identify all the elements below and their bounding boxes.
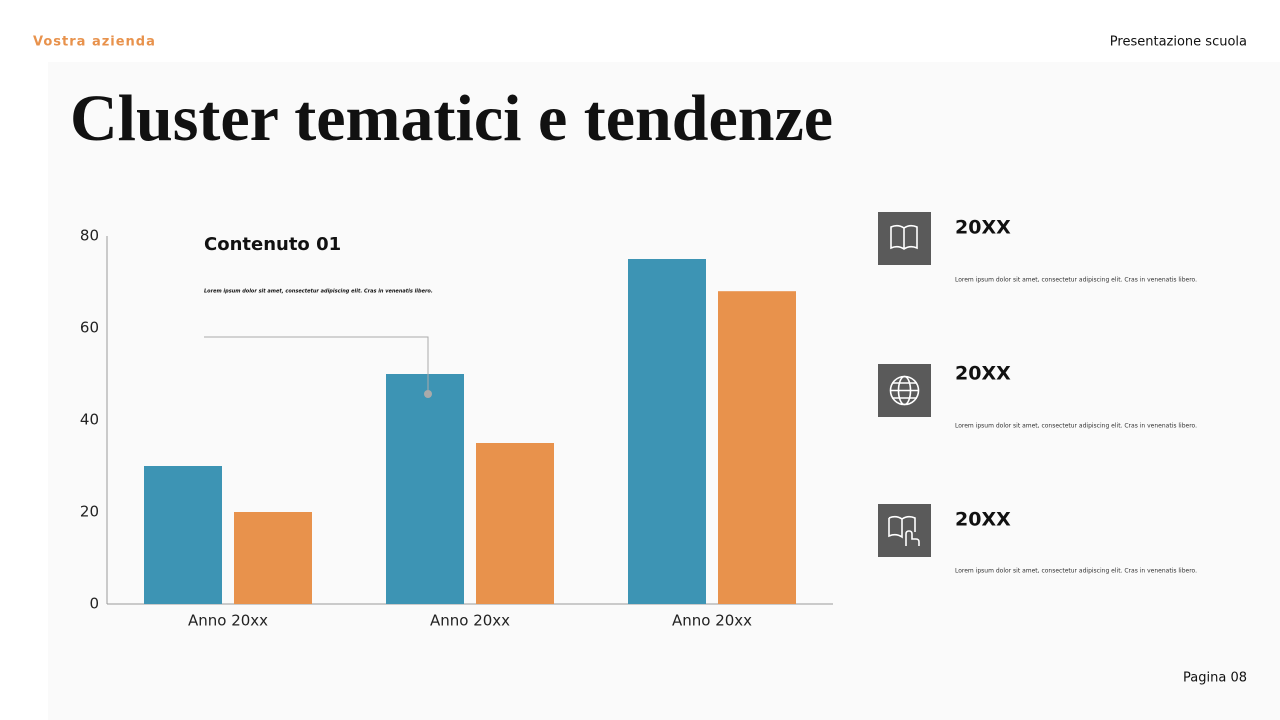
- plot: 0 20 40 60 80 Anno 20xx Anno 20xx Anno 20xx: [80, 227, 796, 630]
- bar: [234, 512, 312, 604]
- y-tick-label: 20: [80, 503, 99, 521]
- slide-title: Cluster tematici e tendenze: [70, 82, 833, 155]
- bar: [718, 291, 796, 604]
- side-item: 20XX Lorem ipsum dolor sit amet, consect…: [878, 504, 1197, 575]
- item-title: 20XX: [955, 363, 1011, 385]
- y-tick-label: 60: [80, 319, 99, 337]
- icon-box: [878, 504, 931, 557]
- item-text: Lorem ipsum dolor sit amet, consectetur …: [955, 423, 1197, 430]
- annotation-title: Contenuto 01: [204, 234, 341, 255]
- page-number: Pagina 08: [1183, 671, 1247, 686]
- presentation: Presentazione scuola: [1110, 35, 1247, 50]
- book-icon: [890, 224, 918, 250]
- side-item: 20XX Lorem ipsum dolor sit amet, consect…: [878, 363, 1197, 430]
- x-tick-label: Anno 20xx: [430, 612, 510, 630]
- y-tick-label: 40: [80, 411, 99, 429]
- bar: [476, 443, 554, 604]
- y-tick-label: 80: [80, 227, 99, 245]
- bar: [628, 259, 706, 604]
- bar: [144, 466, 222, 604]
- item-text: Lorem ipsum dolor sit amet, consectetur …: [955, 568, 1197, 575]
- annotation-dot: [424, 390, 432, 398]
- touch-book-icon: [888, 515, 920, 546]
- item-title: 20XX: [955, 509, 1011, 531]
- x-tick-label: Anno 20xx: [672, 612, 752, 630]
- item-title: 20XX: [955, 217, 1011, 239]
- annotation-text: Lorem ipsum dolor sit amet, consectetur …: [204, 289, 433, 295]
- company: Vostra azienda: [33, 35, 156, 50]
- y-tick-label: 0: [89, 595, 99, 613]
- bar: [386, 374, 464, 604]
- x-tick-label: Anno 20xx: [188, 612, 268, 630]
- side-item: 20XX Lorem ipsum dolor sit amet, consect…: [878, 212, 1197, 284]
- item-text: Lorem ipsum dolor sit amet, consectetur …: [955, 277, 1197, 284]
- annotation-connector: [204, 336, 429, 394]
- globe-icon: [889, 375, 920, 406]
